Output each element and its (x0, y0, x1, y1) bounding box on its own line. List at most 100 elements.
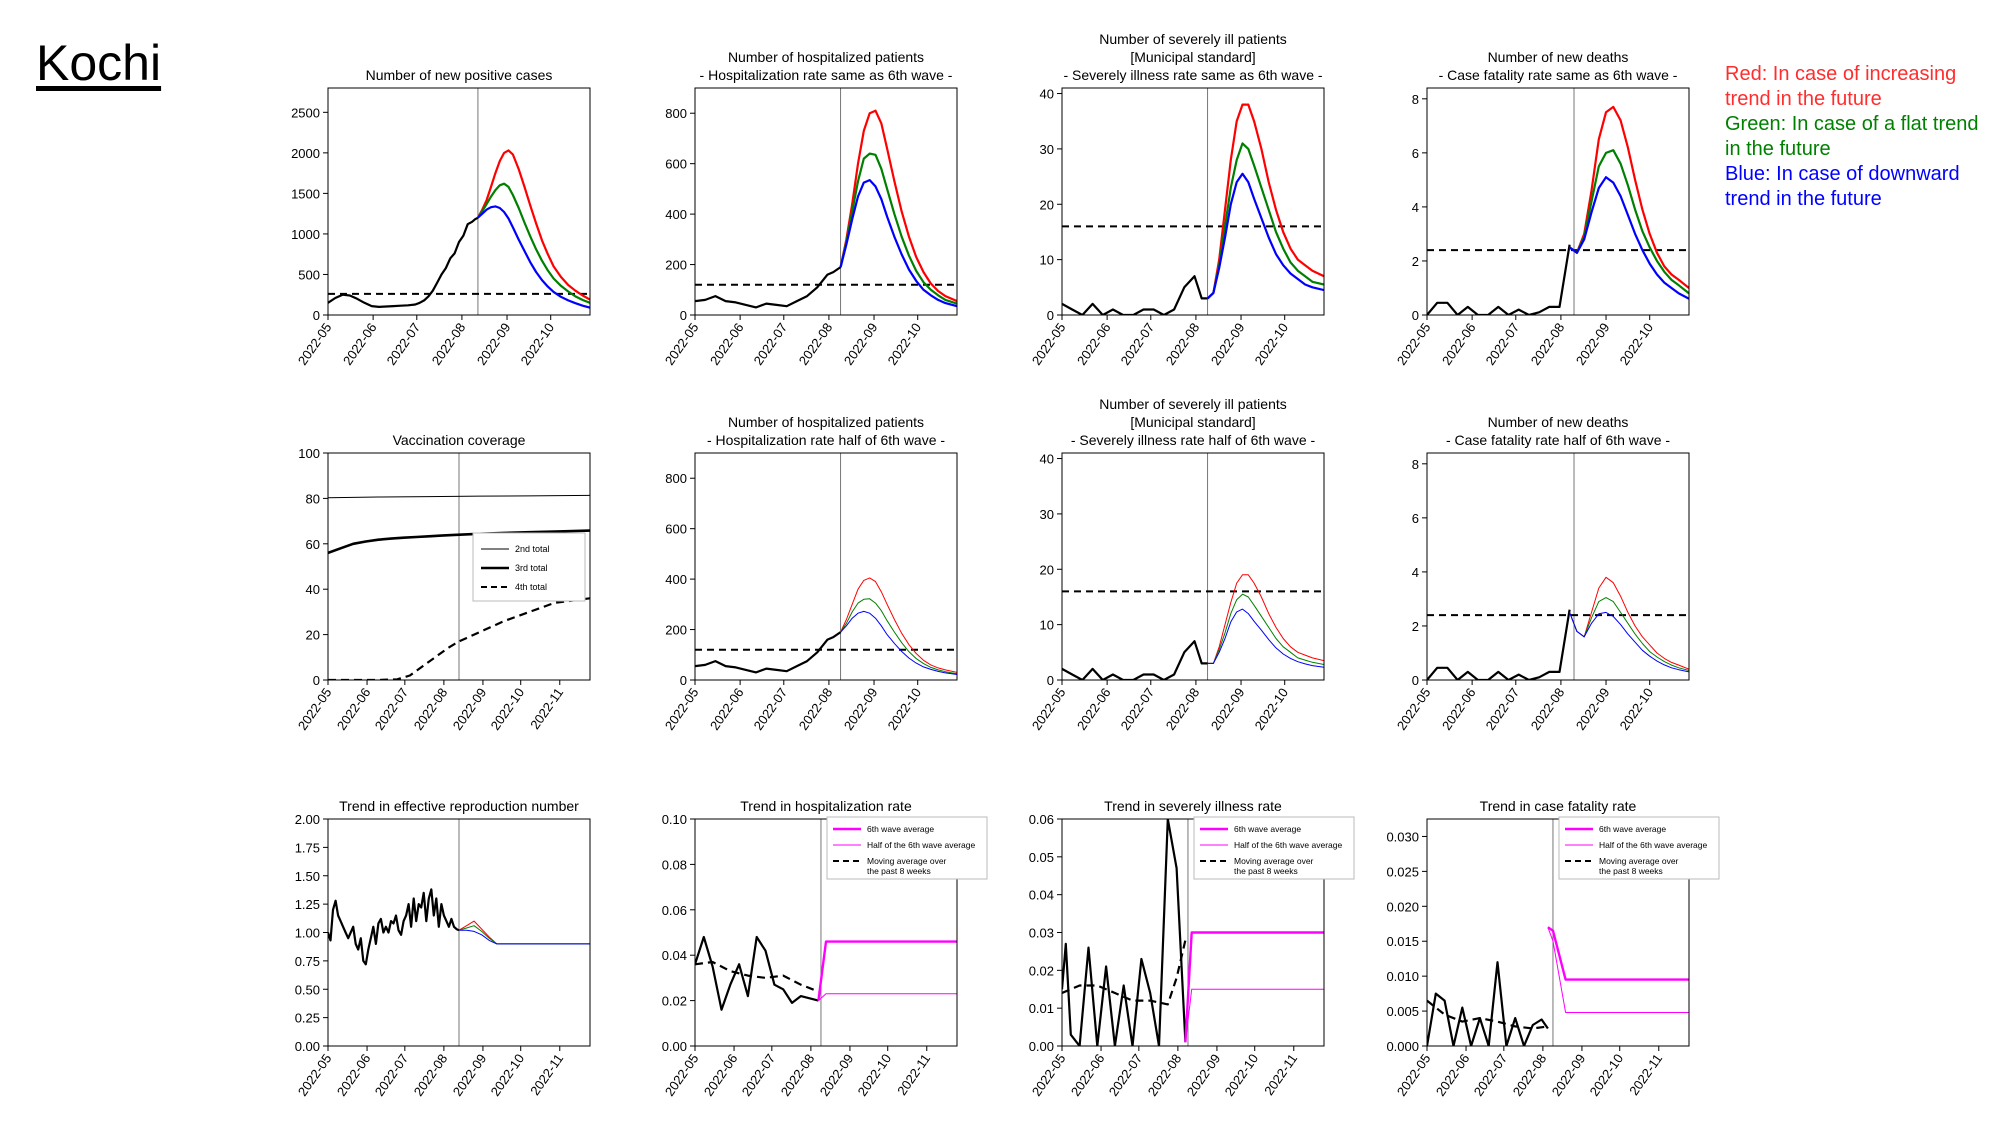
series-line-red-2 (476, 149, 590, 301)
y-tick-label: 0.000 (1386, 1039, 1419, 1054)
x-tick-label: 2022-09 (841, 685, 881, 733)
chart-legend: 6th wave average Half of the 6th wave ave… (826, 816, 988, 880)
series-line-black-2 (1062, 939, 1187, 1006)
y-tick-label: 0.005 (1386, 1004, 1419, 1019)
x-tick-label: 2022-07 (372, 1051, 412, 1099)
y-tick-label: 1.50 (295, 869, 320, 884)
x-tick-label: 2022-07 (372, 685, 412, 733)
chart-title-line: Trend in severely illness rate (1104, 798, 1282, 814)
chart-title-line: - Case fatality rate same as 6th wave - (1439, 67, 1678, 83)
y-tick-label: 400 (665, 572, 687, 587)
series-line-green-3 (1568, 149, 1689, 295)
series-line-red-2 (1207, 574, 1324, 664)
x-tick-label: 2022-05 (662, 1051, 702, 1099)
x-tick-label: 2022-08 (429, 320, 469, 368)
y-tick-label: 0.010 (1386, 969, 1419, 984)
chart-title-line: - Severely illness rate same as 6th wave… (1063, 67, 1322, 83)
x-tick-label: 2022-09 (1573, 320, 1613, 368)
x-tick-label: 2022-08 (1163, 320, 1203, 368)
x-tick-label: 2022-08 (1528, 685, 1568, 733)
y-tick-label: 1000 (291, 227, 320, 242)
series-line-black-1 (328, 216, 479, 308)
series-line-black-1 (1427, 244, 1571, 315)
series-line-blue-4 (840, 610, 957, 675)
series-line-black-1 (1427, 609, 1571, 680)
y-tick-label: 1.25 (295, 897, 320, 912)
series-line-black-1 (1062, 819, 1187, 1046)
chart-panel-1: Number of new positive cases 0 500 1000 1500… (291, 67, 591, 368)
y-tick-label: 0 (680, 308, 687, 323)
y-tick-label: 0.020 (1386, 899, 1419, 914)
chart-title-line: Trend in case fatality rate (1480, 798, 1637, 814)
chart-panel-9: Trend in effective reproduction number 0.… (295, 798, 591, 1099)
y-tick-label: 10 (1040, 618, 1054, 633)
x-tick-label: 2022-08 (796, 320, 836, 368)
series-line-green-3 (458, 925, 590, 945)
y-tick-label: 20 (306, 628, 320, 643)
y-tick-label: 0.02 (1029, 963, 1054, 978)
x-tick-label: 2022-10 (488, 1051, 528, 1099)
legend-label: Half of the 6th wave average (1234, 840, 1342, 850)
y-tick-label: 4 (1412, 565, 1419, 580)
legend-label: Half of the 6th wave average (867, 840, 975, 850)
series-line-black-1 (328, 494, 590, 499)
y-tick-label: 2000 (291, 146, 320, 161)
y-tick-label: 600 (665, 157, 687, 172)
legend-label: Moving average over (867, 856, 947, 866)
y-tick-label: 0.00 (295, 1039, 320, 1054)
y-tick-label: 40 (1040, 87, 1054, 102)
legend-label: 4th total (515, 582, 547, 592)
chart-title-line: Number of hospitalized patients (728, 414, 924, 430)
plot-frame (327, 452, 591, 681)
plot-frame (694, 452, 958, 681)
y-tick-label: 0 (1412, 308, 1419, 323)
y-tick-label: 0.04 (1029, 888, 1054, 903)
x-tick-label: 2022-06 (1439, 685, 1479, 733)
chart-title-line: Number of new deaths (1488, 414, 1629, 430)
chart-title-line: Vaccination coverage (393, 432, 526, 448)
x-tick-label: 2022-06 (1433, 1051, 1473, 1099)
series-line-red-2 (840, 577, 957, 673)
legend-box (1193, 816, 1355, 880)
series-line-black-1 (695, 935, 819, 1011)
x-tick-label: 2022-10 (1616, 320, 1656, 368)
chart-title-line: - Severely illness rate half of 6th wave… (1071, 432, 1316, 448)
y-tick-label: 0 (1047, 673, 1054, 688)
series-line-green-3 (1569, 597, 1689, 671)
x-tick-label: 2022-09 (1549, 1051, 1589, 1099)
x-tick-label: 2022-09 (450, 685, 490, 733)
x-tick-label: 2022-10 (855, 1051, 895, 1099)
y-tick-label: 0.06 (1029, 812, 1054, 827)
series-line-green-3 (1206, 142, 1324, 300)
x-tick-label: 2022-05 (662, 320, 702, 368)
series-line-magenta-3 (1547, 926, 1689, 981)
x-tick-label: 2022-07 (1118, 320, 1158, 368)
chart-title-line: Number of new positive cases (366, 67, 553, 83)
y-tick-label: 6 (1412, 511, 1419, 526)
legend-box (826, 816, 988, 880)
x-tick-label: 2022-05 (1394, 320, 1434, 368)
y-tick-label: 0.03 (1029, 926, 1054, 941)
x-tick-label: 2022-08 (796, 685, 836, 733)
y-tick-label: 0 (1412, 673, 1419, 688)
x-tick-label: 2022-10 (1251, 685, 1291, 733)
series-line-black-2 (1427, 999, 1549, 1030)
y-tick-label: 20 (1040, 562, 1054, 577)
chart-legend: 6th wave average Half of the 6th wave ave… (1193, 816, 1355, 880)
chart-panel-8: Number of new deaths - Case fatality rate… (1394, 414, 1690, 733)
legend-label: Half of the 6th wave average (1599, 840, 1707, 850)
legend-label: 3rd total (515, 563, 548, 573)
series-line-red-2 (1569, 576, 1689, 670)
series-line-blue-4 (1206, 172, 1324, 300)
legend-box (1558, 816, 1720, 880)
series-line-black-1 (328, 888, 460, 966)
chart-title-line: - Case fatality rate half of 6th wave - (1446, 432, 1670, 448)
y-tick-label: 0.01 (1029, 1001, 1054, 1016)
y-tick-label: 0.10 (662, 812, 687, 827)
y-tick-label: 30 (1040, 142, 1054, 157)
chart-panel-11: Trend in severely illness rate 0.00 0.01 0.… (1029, 798, 1355, 1099)
chart-panel-6: Number of hospitalized patients - Hospita… (662, 414, 958, 733)
series-line-blue-4 (1568, 176, 1689, 300)
legend-label: 2nd total (515, 544, 550, 554)
